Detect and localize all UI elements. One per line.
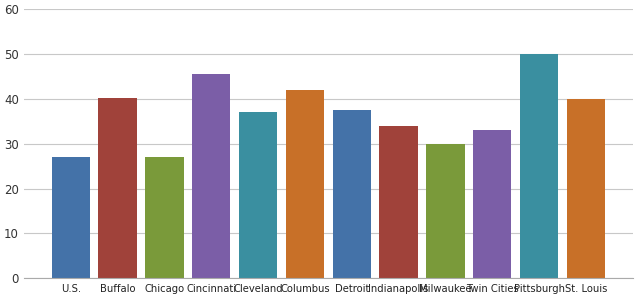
Bar [145, 157, 183, 278]
Bar [192, 74, 231, 278]
Bar [473, 130, 512, 278]
Bar [98, 97, 137, 278]
Bar [567, 99, 605, 278]
Bar [239, 112, 277, 278]
Bar [380, 126, 418, 278]
Bar [520, 54, 558, 278]
Bar [52, 157, 90, 278]
Bar [426, 144, 464, 278]
Bar [286, 90, 324, 278]
Bar [333, 110, 371, 278]
